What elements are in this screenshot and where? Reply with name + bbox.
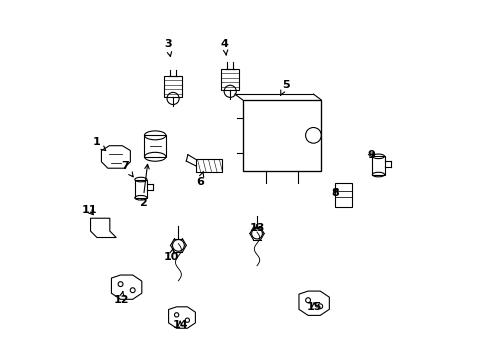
Text: 7: 7 — [121, 161, 133, 177]
Bar — [196, 159, 221, 172]
Bar — [334, 183, 352, 207]
Text: 4: 4 — [221, 39, 228, 55]
Text: 15: 15 — [306, 302, 321, 312]
Bar — [372, 156, 384, 175]
Text: 2: 2 — [139, 165, 149, 208]
Bar — [163, 76, 182, 97]
Text: 8: 8 — [331, 188, 339, 198]
Text: 9: 9 — [366, 150, 374, 160]
Bar — [221, 68, 239, 90]
Text: 3: 3 — [163, 39, 171, 57]
Text: 14: 14 — [172, 320, 187, 330]
Text: 10: 10 — [163, 249, 179, 262]
Text: 6: 6 — [196, 171, 203, 187]
Text: 5: 5 — [280, 80, 289, 96]
Text: 12: 12 — [113, 292, 129, 305]
Text: 13: 13 — [249, 223, 264, 233]
Text: 1: 1 — [92, 138, 105, 150]
Text: 11: 11 — [81, 205, 97, 215]
Bar — [144, 135, 165, 157]
Bar — [242, 100, 321, 171]
Bar — [135, 180, 147, 198]
